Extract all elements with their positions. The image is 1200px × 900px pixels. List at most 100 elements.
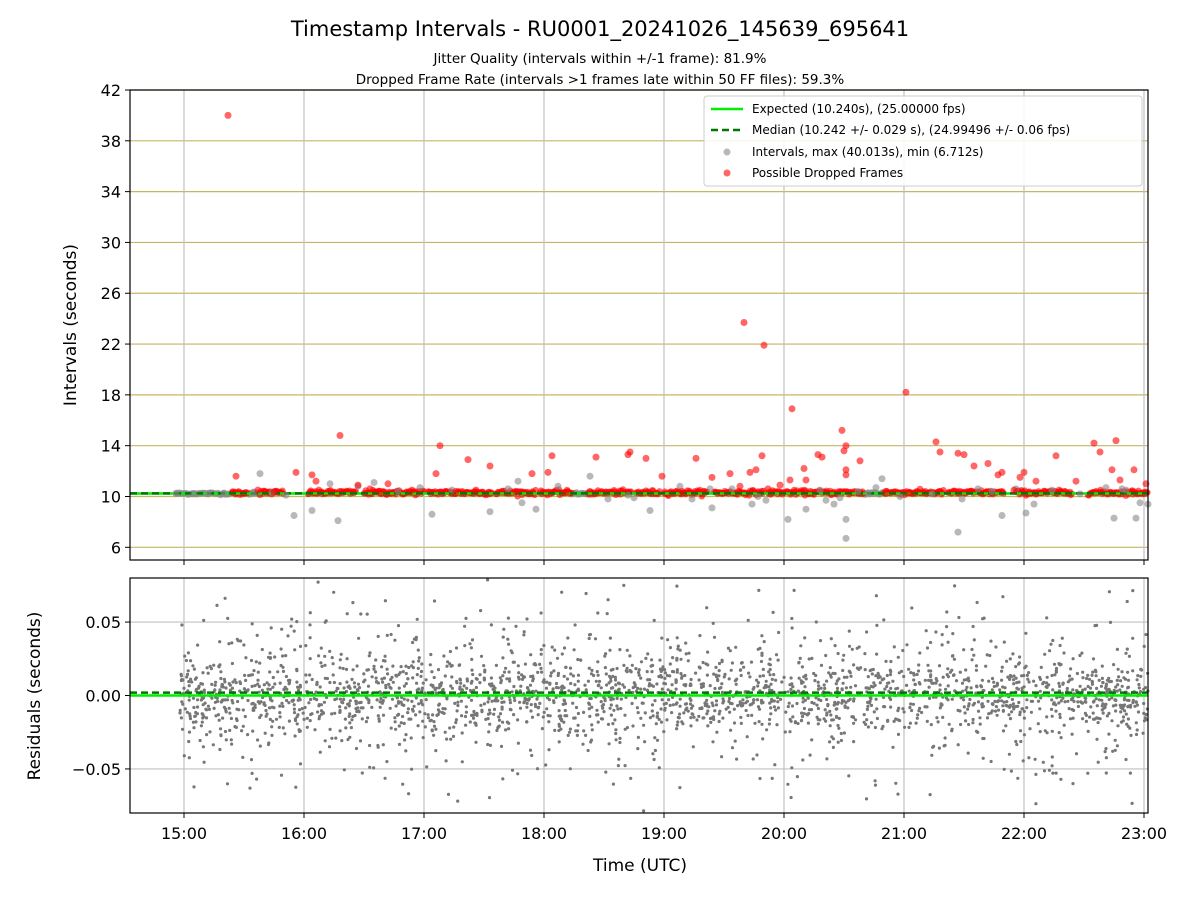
residual-point	[183, 654, 187, 658]
residual-point	[724, 707, 728, 711]
residual-point	[639, 660, 644, 664]
residual-point	[896, 709, 900, 713]
residual-point	[646, 652, 650, 656]
residual-point	[692, 715, 696, 719]
residual-point	[193, 677, 197, 681]
residual-point	[410, 707, 415, 712]
residual-point	[357, 636, 361, 640]
residual-point	[281, 704, 285, 709]
residual-point	[674, 680, 678, 685]
residual-point	[273, 655, 277, 659]
residual-point	[571, 701, 575, 705]
residual-point	[714, 699, 719, 703]
residual-point	[749, 660, 754, 664]
residual-point	[250, 684, 254, 689]
residual-point	[500, 696, 504, 700]
residual-point	[1050, 673, 1054, 678]
residual-point	[654, 722, 658, 726]
residual-point	[1133, 704, 1137, 708]
residual-point	[941, 675, 945, 679]
residual-point	[776, 706, 781, 710]
residual-point	[240, 729, 244, 733]
residual-point	[389, 686, 393, 690]
residual-point	[487, 796, 492, 800]
residual-point	[1083, 711, 1087, 715]
residual-point	[414, 635, 418, 639]
dropped-frame-point	[760, 341, 768, 349]
residual-point	[979, 684, 983, 688]
residual-point	[507, 677, 512, 681]
residual-point	[726, 646, 731, 650]
residual-point	[205, 666, 209, 670]
residual-point	[348, 721, 352, 725]
residual-point	[755, 698, 760, 702]
dropped-frame-point	[882, 487, 890, 495]
residual-point	[1001, 708, 1006, 713]
residual-point	[224, 710, 228, 714]
residual-point	[872, 681, 876, 685]
residual-point	[540, 670, 544, 674]
residual-point	[292, 711, 297, 715]
residual-point	[201, 716, 205, 720]
residual-point	[899, 669, 904, 674]
residual-point	[728, 710, 732, 714]
residual-point	[840, 701, 844, 705]
residual-point	[976, 730, 980, 735]
residual-point	[523, 699, 527, 703]
residual-point	[964, 719, 968, 723]
residual-point	[536, 706, 540, 710]
residual-point	[1029, 710, 1033, 714]
residual-point	[1001, 595, 1005, 599]
intervals-y-tick-label: 38	[101, 132, 121, 151]
residual-point	[355, 688, 359, 692]
residual-point	[286, 634, 290, 638]
residual-point	[1011, 705, 1015, 709]
residual-point	[713, 709, 717, 713]
residual-point	[426, 716, 431, 720]
residual-point	[487, 708, 492, 712]
residual-point	[945, 610, 949, 614]
residual-point	[796, 689, 800, 693]
residual-point	[935, 679, 939, 683]
residual-point	[701, 682, 706, 686]
residual-point	[1051, 771, 1055, 775]
residual-point	[1096, 760, 1100, 764]
residual-point	[1075, 671, 1079, 676]
dropped-frame-point	[802, 476, 810, 484]
residual-point	[228, 711, 232, 715]
residual-point	[622, 583, 626, 588]
dropped-frame-point	[512, 487, 520, 495]
residual-point	[774, 678, 778, 682]
residual-point	[842, 731, 847, 735]
residual-point	[490, 699, 494, 703]
residual-point	[1120, 684, 1124, 688]
residual-point	[980, 678, 985, 682]
residual-point	[670, 711, 674, 715]
residual-point	[344, 667, 349, 672]
residual-point	[722, 699, 726, 703]
residual-point	[1104, 771, 1108, 775]
residual-point	[962, 648, 966, 652]
residual-point	[689, 716, 693, 720]
residual-point	[407, 792, 411, 796]
interval-point	[830, 500, 838, 508]
residual-point	[474, 740, 478, 744]
residual-point	[457, 663, 461, 668]
residual-point	[386, 672, 390, 676]
interval-point	[646, 507, 654, 514]
residual-point	[1100, 698, 1104, 702]
residual-point	[720, 660, 724, 664]
residual-point	[421, 703, 425, 707]
residual-point	[248, 673, 252, 677]
residual-point	[658, 675, 663, 679]
interval-point	[958, 495, 966, 503]
residual-point	[1027, 756, 1031, 760]
residual-point	[429, 683, 433, 687]
residuals-y-tick-label: 0.05	[85, 613, 121, 632]
residual-point	[504, 728, 508, 732]
residual-point	[572, 648, 576, 652]
residual-point	[474, 677, 478, 681]
residual-point	[721, 716, 725, 720]
residual-point	[636, 711, 640, 715]
residual-point	[836, 740, 840, 744]
